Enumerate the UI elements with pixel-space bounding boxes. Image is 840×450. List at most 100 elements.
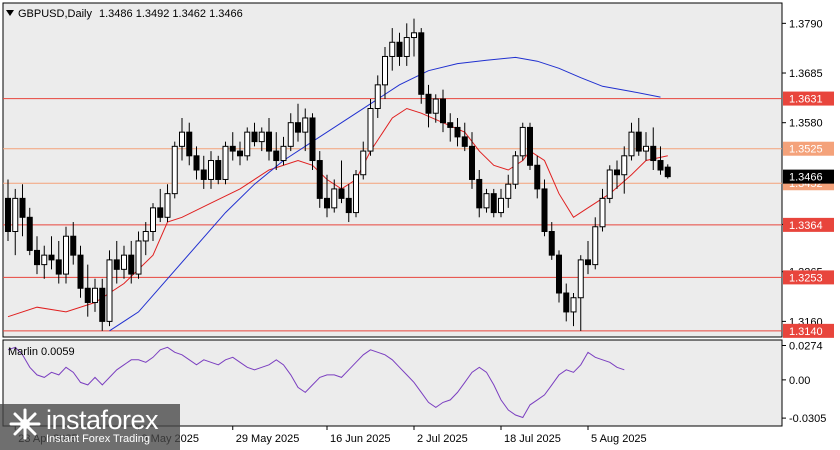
- candle: [483, 188, 490, 213]
- candle-body-down: [237, 150, 243, 157]
- candle-body-down: [229, 145, 236, 152]
- candle-body-down: [5, 197, 11, 233]
- candle-body-down: [34, 249, 40, 266]
- candle-body-up: [135, 240, 142, 275]
- candle: [396, 32, 403, 66]
- candle: [26, 207, 33, 256]
- candle: [664, 164, 671, 179]
- candle: [222, 141, 229, 185]
- candle-body-down: [635, 131, 642, 152]
- candle-body-down: [418, 32, 425, 95]
- candle-body-down: [215, 160, 222, 180]
- candle-body-down: [19, 197, 26, 218]
- current-price-tag: [783, 169, 834, 184]
- candle-body-down: [99, 287, 106, 322]
- candle: [157, 188, 164, 223]
- candle-body-down: [527, 126, 533, 166]
- candle: [476, 170, 483, 218]
- candle: [360, 141, 367, 180]
- candle-body-up: [374, 84, 381, 109]
- candle: [19, 184, 26, 237]
- candle: [63, 226, 69, 284]
- candle-body-up: [403, 37, 410, 57]
- candle: [440, 89, 446, 133]
- candle: [92, 278, 98, 312]
- candle: [287, 113, 294, 152]
- candle-body-up: [599, 197, 606, 228]
- logo-wordmark: instaforex: [46, 405, 159, 435]
- price-axis: 1.37901.36851.35801.33651.32651.31601.36…: [782, 18, 834, 425]
- candle: [99, 278, 106, 331]
- candle-body-up: [498, 197, 504, 214]
- candle: [121, 245, 127, 279]
- indicator-label: Marlin 0.0059: [8, 346, 75, 358]
- level-price-label: 1.3525: [789, 144, 823, 156]
- candle-body-down: [440, 98, 446, 124]
- candle: [164, 184, 171, 223]
- candle-body-up: [382, 55, 388, 86]
- candle-body-up: [244, 131, 251, 157]
- candle: [643, 132, 649, 161]
- level-price-tag: [783, 91, 834, 106]
- candle: [280, 136, 287, 166]
- candle: [150, 203, 156, 241]
- candle-body-down: [563, 292, 570, 313]
- candle: [345, 184, 352, 223]
- candle-body-up: [570, 297, 577, 313]
- collapse-triangle-icon[interactable]: [6, 10, 14, 16]
- candle: [425, 84, 432, 128]
- candle: [5, 179, 11, 241]
- candle: [570, 293, 577, 327]
- candle-body-down: [316, 160, 323, 199]
- time-tick-label: 5 Aug 2025: [591, 433, 647, 445]
- candle-body-down: [128, 254, 135, 275]
- candle-body-up: [519, 126, 526, 157]
- candle-body-up: [164, 193, 171, 218]
- candle-body-down: [200, 169, 207, 180]
- candle: [142, 222, 149, 256]
- candle-body-down: [396, 41, 403, 57]
- candle-body-down: [70, 235, 77, 256]
- candle: [541, 179, 548, 237]
- candle: [606, 165, 613, 204]
- instaforex-logo: instaforex Instant Forex Trading: [0, 404, 180, 450]
- candle-body-down: [454, 126, 461, 138]
- candle-body-up: [483, 193, 490, 209]
- level-price-label: 1.3631: [789, 94, 823, 106]
- candle: [113, 240, 120, 284]
- candle: [512, 151, 519, 189]
- candle: [331, 179, 338, 213]
- price-tick-label: 1.3790: [789, 18, 823, 30]
- candle-body-up: [592, 226, 599, 266]
- price-tick-label: 1.3580: [789, 118, 823, 130]
- candles: [5, 18, 671, 331]
- symbol-label: GBPUSD,Daily: [18, 8, 92, 20]
- candle-body-up: [142, 231, 149, 242]
- candle-body-up: [222, 145, 229, 180]
- candle-body-down: [55, 259, 62, 275]
- candle-body-up: [360, 150, 367, 176]
- candle: [316, 151, 323, 208]
- candle-body-up: [512, 155, 519, 185]
- level-price-tag: [783, 217, 834, 232]
- candle-body-down: [548, 231, 555, 256]
- candle-body-up: [389, 41, 396, 57]
- candle: [324, 174, 330, 218]
- candle-body-up: [621, 155, 628, 176]
- level-price-label: 1.3253: [789, 272, 823, 284]
- candle: [266, 117, 272, 161]
- candle-body-up: [63, 235, 69, 275]
- candle: [200, 155, 207, 189]
- candle-body-up: [121, 254, 127, 270]
- candle-body-up: [258, 131, 265, 143]
- candle: [374, 75, 381, 118]
- candle: [432, 94, 439, 123]
- candle: [179, 117, 185, 161]
- candle-body-down: [585, 259, 591, 266]
- candle: [411, 18, 417, 57]
- candle-body-up: [577, 259, 584, 299]
- candle-body-down: [556, 254, 562, 294]
- candle: [534, 155, 541, 199]
- time-tick-label: 18 Jul 2025: [504, 433, 561, 445]
